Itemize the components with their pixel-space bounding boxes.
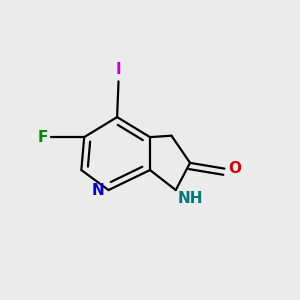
Text: NH: NH — [177, 191, 203, 206]
Text: O: O — [228, 161, 241, 176]
Text: N: N — [92, 183, 104, 198]
Text: I: I — [116, 62, 121, 77]
Text: F: F — [38, 130, 48, 145]
